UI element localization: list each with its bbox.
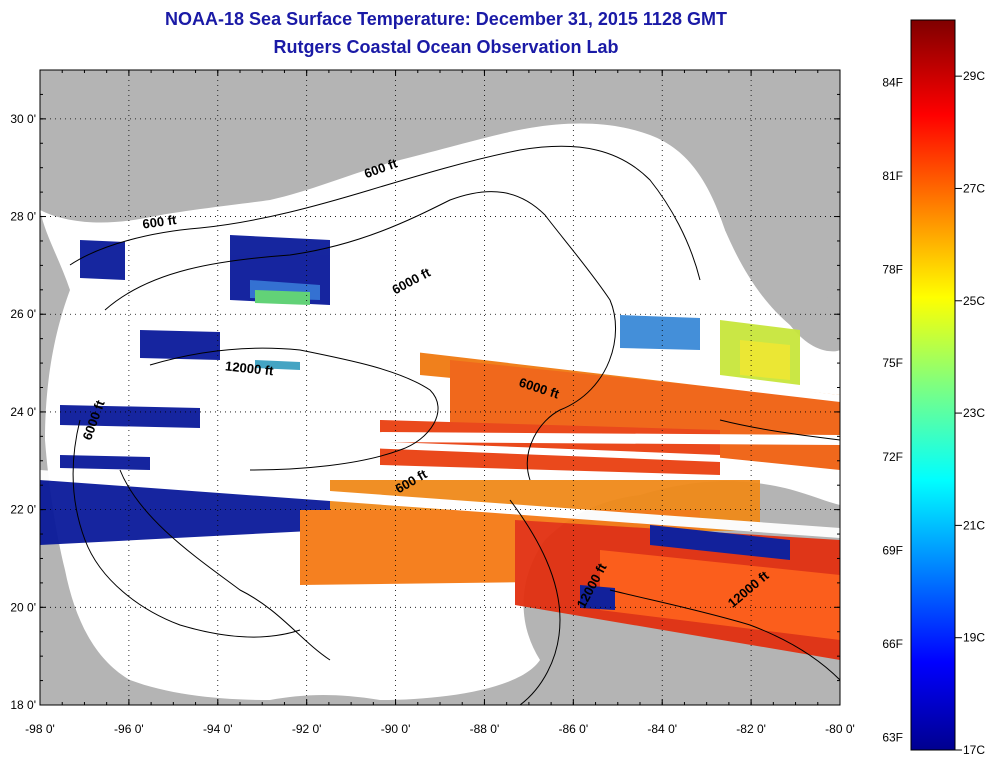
colorbar-fahrenheit-labels: 84F 81F 78F 75F 72F 69F 66F 63F xyxy=(882,75,903,744)
lat-tick-label: 18 0' xyxy=(10,698,36,712)
colorbar-celsius-label: 23C xyxy=(963,406,985,420)
colorbar-fahrenheit-label: 84F xyxy=(882,75,903,89)
colorbar-celsius-label: 25C xyxy=(963,294,985,308)
lon-tick-label: -86 0' xyxy=(559,722,589,736)
lat-tick-label: 24 0' xyxy=(10,405,36,419)
map-subtitle: Rutgers Coastal Ocean Observation Lab xyxy=(273,37,619,57)
colorbar-fahrenheit-label: 75F xyxy=(882,356,903,370)
colorbar-fahrenheit-label: 72F xyxy=(882,450,903,464)
lat-tick-label: 20 0' xyxy=(10,600,36,614)
lon-tick-label: -94 0' xyxy=(203,722,233,736)
lon-tick-label: -98 0' xyxy=(25,722,55,736)
map-title: NOAA-18 Sea Surface Temperature: Decembe… xyxy=(165,9,727,29)
colorbar-celsius-label: 17C xyxy=(963,743,985,757)
lat-tick-label: 28 0' xyxy=(10,210,36,224)
colorbar-celsius-label: 29C xyxy=(963,69,985,83)
colorbar-fahrenheit-label: 69F xyxy=(882,543,903,557)
lon-tick-label: -84 0' xyxy=(647,722,677,736)
colorbar-celsius-labels: 29C 27C 25C 23C 21C 19C 17C xyxy=(955,69,985,757)
colorbar-fahrenheit-label: 81F xyxy=(882,169,903,183)
lat-tick-label: 22 0' xyxy=(10,503,36,517)
colorbar-celsius-label: 19C xyxy=(963,631,985,645)
lon-tick-label: -80 0' xyxy=(825,722,855,736)
colorbar-fahrenheit-label: 78F xyxy=(882,263,903,277)
lon-tick-label: -90 0' xyxy=(381,722,411,736)
colorbar: 84F 81F 78F 75F 72F 69F 66F 63F 29C 27C 25C 23C 21C… xyxy=(882,19,985,757)
lon-tick-label: -96 0' xyxy=(114,722,144,736)
map-axes: 30 0' 28 0' 26 0' 24 0' 22 0' 20 0' 18 0' -98 0… xyxy=(10,69,855,736)
florida-peninsula xyxy=(725,228,840,352)
colorbar-fahrenheit-label: 66F xyxy=(882,637,903,651)
lon-tick-label: -82 0' xyxy=(736,722,766,736)
lon-tick-label: -92 0' xyxy=(292,722,322,736)
lat-tick-label: 30 0' xyxy=(10,112,36,126)
colorbar-fahrenheit-label: 63F xyxy=(882,731,903,745)
contour-label: 12000 ft xyxy=(224,358,274,378)
colorbar-celsius-label: 21C xyxy=(963,518,985,532)
lon-tick-label: -88 0' xyxy=(470,722,500,736)
lat-tick-label: 26 0' xyxy=(10,307,36,321)
colorbar-gradient xyxy=(910,19,956,751)
colorbar-celsius-label: 27C xyxy=(963,181,985,195)
bathymetry-contours xyxy=(69,145,840,705)
